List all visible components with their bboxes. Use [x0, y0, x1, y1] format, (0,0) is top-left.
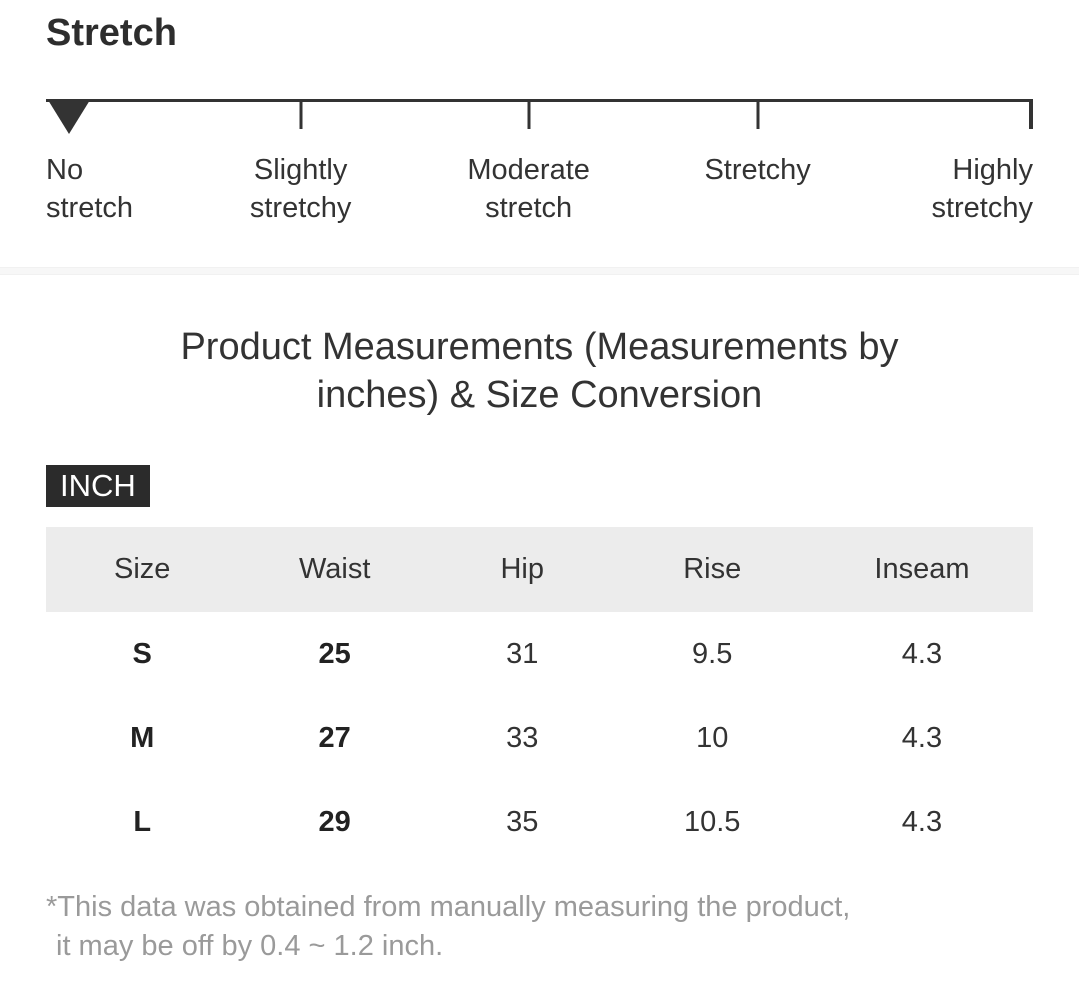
cell-size: S — [132, 637, 152, 670]
disclaimer-line-2: it may be off by 0.4 ~ 1.2 inch. — [56, 930, 444, 962]
header-row: Size Waist Hip Rise Inseam — [46, 527, 1033, 612]
cell-waist: 25 — [318, 637, 351, 670]
stretch-level-label-slightly-stretchy: Slightly stretchy — [249, 154, 352, 224]
stretch-scale-line — [46, 99, 1033, 102]
table-row-size-s: S 25 31 9.5 4.3 — [46, 612, 1033, 696]
stretch-scale-end-tick — [1029, 99, 1033, 129]
cell-hip: 33 — [506, 721, 539, 754]
stretch-scale: No stretch Slightly stretchy Moderate st… — [46, 99, 1033, 227]
measurements-table: Size Waist Hip Rise Inseam S 25 31 9.5 4… — [46, 527, 1033, 864]
column-header-rise: Rise — [613, 527, 811, 612]
table-row-size-l: L 29 35 10.5 4.3 — [46, 780, 1033, 864]
stretch-scale-tick — [299, 99, 303, 129]
stretch-level-label-no-stretch: No stretch — [46, 154, 134, 224]
cell-size: L — [133, 805, 152, 838]
measurements-title: Product Measurements (Measurements by in… — [180, 326, 899, 416]
cell-waist: 29 — [318, 805, 351, 838]
cell-inseam: 4.3 — [901, 805, 943, 838]
triangle-down-icon — [48, 100, 90, 134]
stretch-section-heading: Stretch — [46, 12, 177, 54]
cell-rise: 9.5 — [692, 637, 733, 670]
cell-rise: 10.5 — [683, 805, 741, 838]
stretch-level-label-stretchy: Stretchy — [704, 154, 811, 186]
column-header-hip: Hip — [430, 527, 614, 612]
cell-hip: 31 — [506, 637, 539, 670]
cell-hip: 35 — [506, 805, 539, 838]
column-header-size: Size — [46, 527, 239, 612]
stretch-scale-tick — [527, 99, 531, 129]
size-chart-section: Product Measurements (Measurements by in… — [0, 323, 1079, 966]
column-header-waist: Waist — [238, 527, 431, 612]
cell-size: M — [130, 721, 155, 754]
stretch-scale-tick — [756, 99, 760, 129]
cell-inseam: 4.3 — [901, 721, 943, 754]
stretch-scale-labels: No stretch Slightly stretchy Moderate st… — [46, 151, 1033, 227]
measurements-table-header: Size Waist Hip Rise Inseam — [46, 527, 1033, 612]
cell-waist: 27 — [318, 721, 351, 754]
table-row-size-m: M 27 33 10 4.3 — [46, 696, 1033, 780]
unit-badge-inch[interactable]: INCH — [46, 465, 150, 507]
cell-rise: 10 — [696, 721, 729, 754]
measurement-disclaimer: *This data was obtained from manually me… — [46, 888, 1033, 966]
cell-inseam: 4.3 — [901, 637, 943, 670]
stretch-level-label-moderate-stretch: Moderate stretch — [467, 154, 590, 224]
stretch-level-label-highly-stretchy: Highly stretchy — [931, 154, 1033, 224]
disclaimer-line-1: *This data was obtained from manually me… — [46, 891, 851, 923]
measurements-table-body: S 25 31 9.5 4.3 M 27 33 10 4.3 L 29 35 1… — [46, 612, 1033, 864]
section-divider — [0, 267, 1079, 275]
stretch-section: Stretch No stretch Slightly stretchy Mod… — [0, 0, 1079, 227]
column-header-inseam: Inseam — [810, 527, 1033, 612]
